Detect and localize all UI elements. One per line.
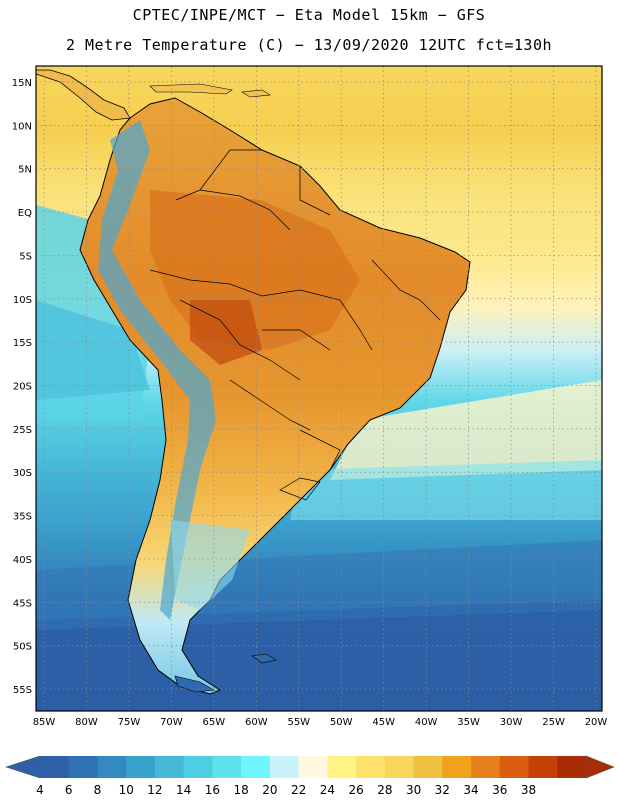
colorbar-segment: [384, 756, 415, 778]
chart-title-line2: 2 Metre Temperature (C) − 13/09/2020 12U…: [65, 36, 553, 54]
colorbar-segment: [442, 756, 472, 778]
colorbar-segment: [471, 756, 501, 778]
tierra-del-fuego: [174, 675, 215, 693]
colorbar-label: 10: [119, 783, 134, 797]
chart-title-line1: CPTEC/INPE/MCT − Eta Model 15km − GFS: [132, 6, 486, 24]
colorbar-label: 38: [521, 783, 536, 797]
lon-tick-label: 55W: [287, 717, 310, 728]
colorbar-label: 16: [205, 783, 220, 797]
lat-tick-label: 30S: [13, 468, 32, 479]
lat-tick-label: EQ: [18, 208, 32, 219]
lon-tick-label: 50W: [330, 717, 353, 728]
colorbar-segment: [154, 756, 185, 778]
colorbar-label: 26: [348, 783, 363, 797]
colorbar-segment: [241, 756, 271, 778]
colorbar-segment: [269, 756, 300, 778]
lon-tick-label: 85W: [33, 717, 56, 728]
colorbar-label: 36: [492, 783, 507, 797]
lat-tick-label: 45S: [13, 598, 32, 609]
colorbar-label: 18: [234, 783, 249, 797]
bolivia-hot-core: [190, 300, 262, 365]
falkland-islands: [251, 653, 277, 664]
lon-tick-label: 25W: [542, 717, 565, 728]
colorbar-label: 14: [176, 783, 191, 797]
colorbar-segment: [528, 756, 558, 778]
colorbar-label: 8: [94, 783, 102, 797]
lon-tick-label: 30W: [500, 717, 523, 728]
axis-labels: 15N 10N 5N EQ 5S 10S 15S 20S 25S 30S 35S 40S 45S 50S 5…: [12, 78, 608, 728]
lat-tick-label: 5N: [18, 165, 32, 176]
lon-tick-label: 20W: [585, 717, 608, 728]
colorbar-segment: [413, 756, 443, 778]
central-america-land: [36, 69, 131, 121]
colorbar-label: 24: [320, 783, 335, 797]
lat-tick-label: 10N: [12, 121, 32, 132]
atlantic-cyan-band: [290, 460, 602, 520]
colorbar-segment: [327, 756, 357, 778]
lat-tick-label: 40S: [13, 555, 32, 566]
colorbar-segment: [557, 756, 587, 778]
colorbar-segment: [40, 756, 70, 778]
colorbar: 4 6 8 10 12 14 16 18 20 22 24 26 28 30 32 34 36 38: [5, 755, 615, 797]
colorbar-segment: [68, 756, 98, 778]
lon-tick-label: 40W: [415, 717, 438, 728]
colorbar-left-arrow: [5, 755, 41, 779]
colorbar-right-arrow: [585, 755, 615, 779]
colorbar-segment: [298, 756, 328, 778]
colorbar-segment: [212, 756, 242, 778]
lat-tick-label: 15N: [12, 78, 32, 89]
lat-tick-label: 25S: [13, 425, 32, 436]
lon-tick-label: 70W: [160, 717, 183, 728]
colorbar-label: 28: [377, 783, 392, 797]
colorbar-label: 20: [262, 783, 277, 797]
colorbar-label: 34: [463, 783, 478, 797]
andes-cold-strip: [98, 120, 216, 620]
lat-tick-label: 35S: [13, 512, 32, 523]
map-plot-area: [36, 66, 602, 711]
colorbar-label: 30: [406, 783, 421, 797]
lon-tick-label: 75W: [118, 717, 141, 728]
colorbar-segment: [356, 756, 386, 778]
pacific-cold-tongue: [36, 300, 150, 400]
lon-tick-label: 45W: [372, 717, 395, 728]
colorbar-label: 12: [147, 783, 162, 797]
colorbar-segment: [126, 756, 156, 778]
colorbar-label: 4: [36, 783, 44, 797]
lon-tick-label: 60W: [245, 717, 268, 728]
colorbar-label: 32: [435, 783, 450, 797]
map-frame: [35, 65, 603, 712]
lon-tick-label: 65W: [203, 717, 226, 728]
lat-tick-label: 20S: [13, 382, 32, 393]
country-borders: [149, 149, 441, 501]
patagonia-cool-zone: [170, 520, 250, 610]
caribbean-islands: [149, 83, 233, 95]
colorbar-segment: [183, 756, 213, 778]
colorbar-segment: [97, 756, 127, 778]
colorbar-label: 22: [291, 783, 306, 797]
colorbar-label: 6: [65, 783, 73, 797]
lat-tick-label: 50S: [13, 642, 32, 653]
lon-tick-label: 35W: [457, 717, 480, 728]
lon-tick-label: 80W: [75, 717, 98, 728]
atlantic-pale-band: [330, 380, 602, 480]
lat-tick-label: 55S: [13, 685, 32, 696]
colorbar-segment: [499, 756, 530, 778]
lat-tick-label: 15S: [13, 338, 32, 349]
lat-tick-label: 5S: [19, 251, 32, 262]
lat-tick-label: 10S: [13, 295, 32, 306]
